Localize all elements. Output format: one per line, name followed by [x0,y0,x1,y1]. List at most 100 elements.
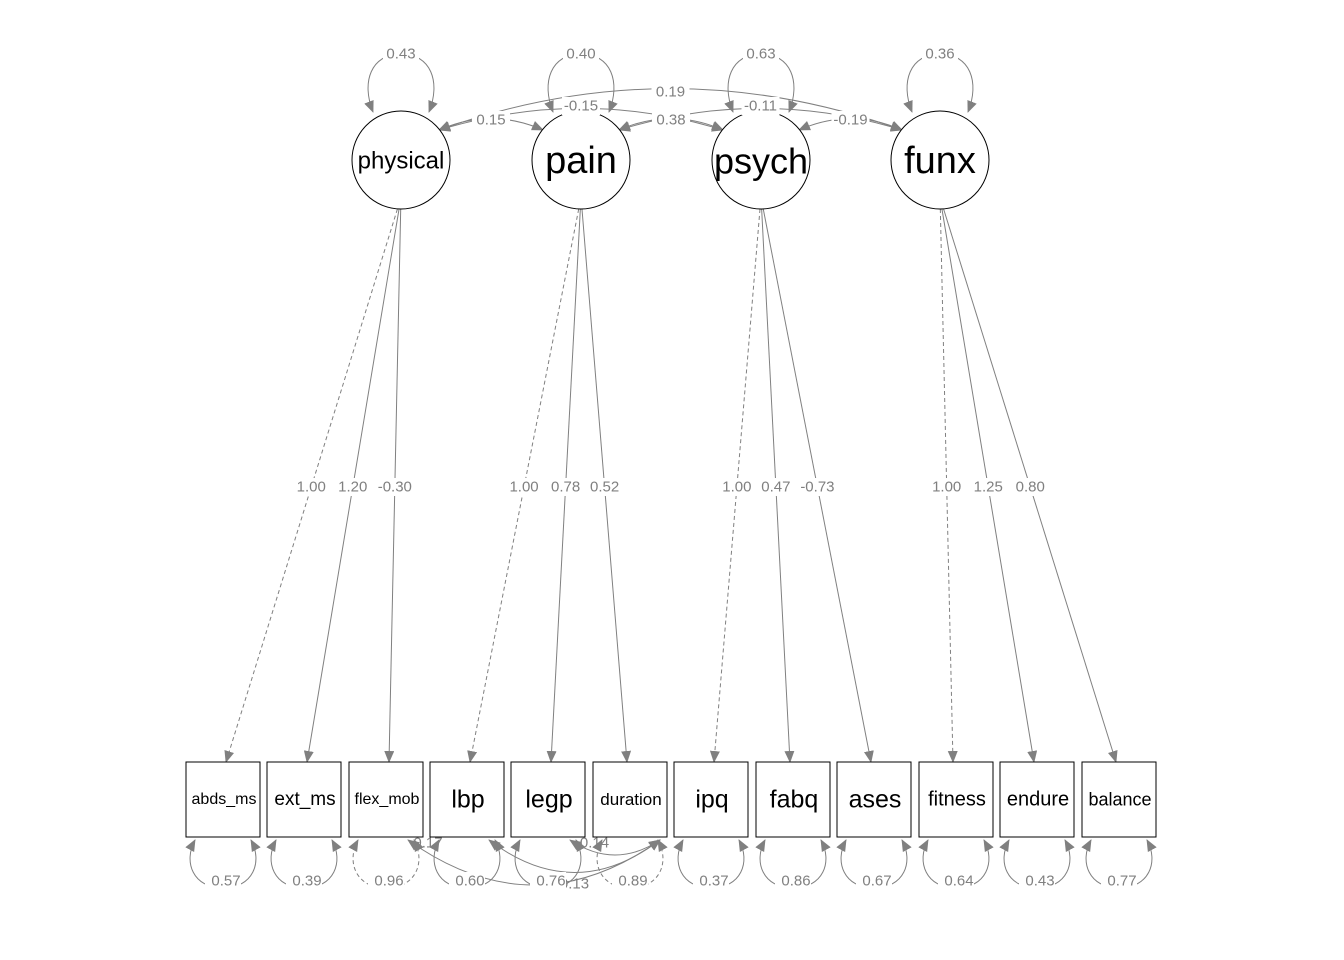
edge-label-layer: 1.00 1.20 -0.30 1.00 0.78 0.52 1.00 0.47 -0.73 1.… [205,45,1137,893]
indicator-box [673,761,749,838]
indicator-node-fabq: fabq [755,761,831,838]
residual-variance-label-abds_ms: 0.57 [211,873,240,890]
indicator-box [185,761,261,838]
indicator-box [918,761,994,838]
loading-label-bg [800,478,835,496]
residual-covariance-arc-lbp-duration [488,839,661,873]
latent-covariance-label-pain-funx: -0.11 [744,98,777,115]
covariance-label-bg [652,111,690,129]
loading-label-bg [507,478,542,496]
loading-label-bg [294,478,329,496]
indicator-node-balance: balance [1081,761,1157,838]
latent-covariance-label-pain-psych: 0.38 [656,112,685,129]
indicator-label-legp: legp [525,786,572,814]
variance-label-bg [530,872,566,890]
variance-label-bg [205,872,241,890]
variance-label-bg [612,872,648,890]
variance-label-psych: 0.63 [746,46,775,63]
indicator-label-endure: endure [1007,789,1069,811]
indicator-box [1081,761,1157,838]
residual-variance-label-lbp: 0.60 [455,873,484,890]
loading-arrow-psych-ipq [709,208,761,763]
variance-label-bg [775,872,811,890]
residual-variance-label-ext_ms: 0.39 [292,873,321,890]
residual-variance-label-endure: 0.43 [1025,873,1054,890]
variance-label-bg [922,45,958,63]
residual-variance-label-fabq: 0.86 [781,873,810,890]
loading-label-physical-abds_ms: 1.00 [297,479,326,496]
loading-label-bg [377,478,412,496]
indicator-node-ipq: ipq [673,761,749,838]
indicator-label-fitness: fitness [928,789,986,811]
variance-label-bg [286,872,322,890]
loading-label-bg [335,478,370,496]
indicator-node-flex_mob: flex_mob [348,761,424,838]
loading-label-funx-balance: 0.80 [1016,479,1045,496]
variance-label-bg [938,872,974,890]
latent-label-psych: psych [714,141,808,182]
latent-covariance-label-psych-funx: -0.19 [833,112,867,129]
indicator-label-ases: ases [849,786,902,814]
loading-label-bg [548,478,583,496]
variance-label-bg [563,45,599,63]
residual-variance-label-legp: 0.76 [536,873,565,890]
indicator-node-endure: endure [999,761,1075,838]
indicator-node-abds_ms: abds_ms [185,761,261,838]
loading-label-funx-fitness: 1.00 [932,479,961,496]
variance-label-bg [693,872,729,890]
indicator-label-ipq: ipq [695,786,728,814]
residual-variance-label-duration: 0.89 [618,873,647,890]
loading-label-psych-fabq: 0.47 [761,479,790,496]
variance-label-bg [449,872,485,890]
indicator-box [755,761,831,838]
indicator-box [429,761,505,838]
loading-label-psych-ipq: 1.00 [722,479,751,496]
covariance-label-bg [831,111,870,129]
latent-covariance-label-physical-funx: 0.19 [656,84,685,101]
indicator-label-duration: duration [600,790,661,809]
loading-label-bg [587,478,622,496]
loading-label-pain-legp: 0.78 [551,479,580,496]
latent-circle [890,110,990,210]
latent-node-pain: pain [531,110,631,210]
latent-label-funx: funx [904,140,976,182]
indicator-box [510,761,586,838]
indicator-node-lbp: lbp [429,761,505,838]
variance-label-funx: 0.36 [925,46,954,63]
residual-covariance-label-legp-duration: -0.14 [575,835,609,852]
loading-label-bg [1013,478,1048,496]
loading-label-pain-duration: 0.52 [590,479,619,496]
variance-label-physical: 0.43 [386,46,415,63]
loading-label-pain-lbp: 1.00 [509,479,538,496]
loading-label-bg [758,478,793,496]
indicator-box [999,761,1075,838]
indicator-node-ases: ases [836,761,912,838]
latent-node-physical: physical [351,110,451,210]
variance-label-bg [1019,872,1055,890]
variance-label-bg [368,872,404,890]
variance-label-bg [383,45,419,63]
indicator-node-fitness: fitness [918,761,994,838]
latent-covariance-label-physical-pain: 0.15 [476,112,505,129]
latent-node-funx: funx [890,110,990,210]
residual-covariance-label-lbp-duration: 0.13 [560,876,589,893]
indicator-label-flex_mob: flex_mob [355,791,420,808]
indicator-box [348,761,424,838]
indicator-box [836,761,912,838]
indicator-label-lbp: lbp [451,786,484,814]
indicator-box [592,761,668,838]
latent-circle [351,110,451,210]
residual-variance-label-balance: 0.77 [1107,873,1136,890]
covariance-label-bg [741,97,780,115]
loading-label-funx-endure: 1.25 [974,479,1003,496]
covariance-label-bg [651,83,690,101]
residual-variance-label-ipq: 0.37 [699,873,728,890]
loading-label-bg [929,478,964,496]
latent-label-physical: physical [358,148,445,175]
node-layer: physical pain psych funx abds_ms ext_ms flex_m… [185,110,1157,838]
indicator-node-legp: legp [510,761,586,838]
residual-variance-label-ases: 0.67 [862,873,891,890]
indicator-label-abds_ms: abds_ms [192,791,257,808]
loading-label-physical-ext_ms: 1.20 [338,479,367,496]
